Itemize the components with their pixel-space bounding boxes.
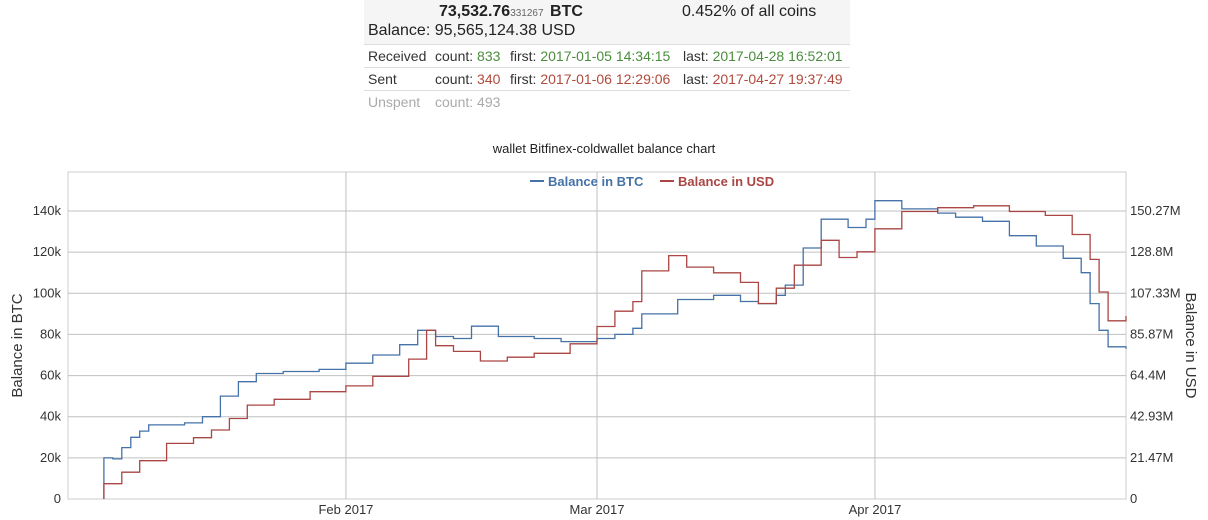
legend-item-usd[interactable]: Balance in USD — [660, 174, 774, 189]
sent-last-value: 2017-04-27 19:37:49 — [712, 71, 843, 87]
y-right-tick-label: 42.93M — [1130, 409, 1173, 424]
received-last-value: 2017-04-28 16:52:01 — [712, 48, 843, 64]
received-last: last: 2017-04-28 16:52:01 — [683, 45, 843, 67]
received-first-value: 2017-01-05 14:34:15 — [540, 48, 671, 64]
y-right-tick-label: 150.27M — [1130, 203, 1181, 218]
unspent-count: count: 493 — [435, 94, 501, 110]
received-label: Received — [368, 48, 427, 64]
legend-label: Balance in USD — [678, 174, 774, 189]
sent-count: count: 340 — [435, 68, 500, 90]
btc-balance: 73,532.76331267 BTC — [439, 3, 583, 21]
btc-balance-main: 73,532.76 — [439, 3, 511, 20]
sent-first: first: 2017-01-06 12:29:06 — [510, 68, 670, 90]
y-left-tick-label: 120k — [33, 244, 62, 259]
btc-balance-fraction: 331267 — [510, 8, 544, 19]
y-left-tick-label: 20k — [40, 450, 61, 465]
unspent-row: Unspent count: 493 — [364, 91, 850, 113]
sent-label: Sent — [368, 71, 397, 87]
y-left-tick-label: 80k — [40, 326, 61, 341]
sent-count-label: count: — [435, 71, 474, 87]
series-line-btc — [103, 200, 1127, 499]
y-left-tick-label: 100k — [33, 285, 62, 300]
y-right-tick-label: 0 — [1130, 491, 1137, 506]
y-left-axis-title: Balance in BTC — [9, 293, 26, 397]
received-count-value: 833 — [477, 48, 501, 64]
legend-label: Balance in BTC — [548, 174, 644, 189]
y-right-tick-label: 21.47M — [1130, 450, 1173, 465]
x-tick-label: Mar 2017 — [570, 502, 625, 517]
series-line-usd — [103, 205, 1127, 499]
balance-chart: 0 20k 40k 60k 80k 100k 120k 140k 0 21.47M 42.93M 64… — [9, 171, 1199, 517]
chart-axes: 0 20k 40k 60k 80k 100k 120k 140k 0 21.47M 42.93M 64… — [9, 203, 1199, 517]
summary-header: 73,532.76331267 BTC 0.452% of all coins … — [364, 0, 850, 45]
y-right-tick-label: 85.87M — [1130, 326, 1173, 341]
chart-title: wallet Bitfinex-coldwallet balance chart — [492, 141, 716, 156]
y-right-tick-label: 64.4M — [1130, 368, 1166, 383]
y-left-tick-label: 40k — [40, 409, 61, 424]
btc-unit: BTC — [550, 3, 583, 20]
wallet-summary: 73,532.76331267 BTC 0.452% of all coins … — [364, 0, 850, 113]
received-count: count: 833 — [435, 45, 500, 67]
sent-last-label: last: — [683, 71, 709, 87]
chart-grid — [67, 171, 1127, 500]
sent-first-label: first: — [510, 71, 537, 87]
y-left-tick-label: 140k — [33, 203, 62, 218]
sent-last: last: 2017-04-27 19:37:49 — [683, 68, 843, 90]
x-tick-label: Feb 2017 — [318, 502, 373, 517]
y-left-tick-label: 60k — [40, 368, 61, 383]
received-count-label: count: — [435, 48, 474, 64]
y-left-tick-label: 0 — [54, 491, 61, 506]
usd-balance-label: Balance: — [368, 22, 431, 39]
received-row: Received count: 833 first: 2017-01-05 14… — [364, 45, 850, 68]
chart-legend[interactable]: Balance in BTC Balance in USD — [530, 174, 774, 189]
usd-balance: Balance: 95,565,124.38 USD — [368, 22, 575, 40]
received-last-label: last: — [683, 48, 709, 64]
sent-row: Sent count: 340 first: 2017-01-06 12:29:… — [364, 68, 850, 91]
sent-count-value: 340 — [477, 71, 501, 87]
y-right-tick-label: 107.33M — [1130, 285, 1181, 300]
legend-item-btc[interactable]: Balance in BTC — [530, 174, 644, 189]
y-right-tick-label: 128.8M — [1130, 244, 1173, 259]
x-tick-label: Apr 2017 — [849, 502, 902, 517]
y-right-axis-title: Balance in USD — [1182, 293, 1199, 399]
unspent-label: Unspent — [368, 94, 421, 110]
usd-balance-value: 95,565,124.38 USD — [434, 22, 576, 39]
share-of-coins: 0.452% of all coins — [682, 3, 817, 20]
received-first-label: first: — [510, 48, 537, 64]
sent-first-value: 2017-01-06 12:29:06 — [540, 71, 671, 87]
chart-series — [103, 200, 1127, 499]
received-first: first: 2017-01-05 14:34:15 — [510, 45, 670, 67]
